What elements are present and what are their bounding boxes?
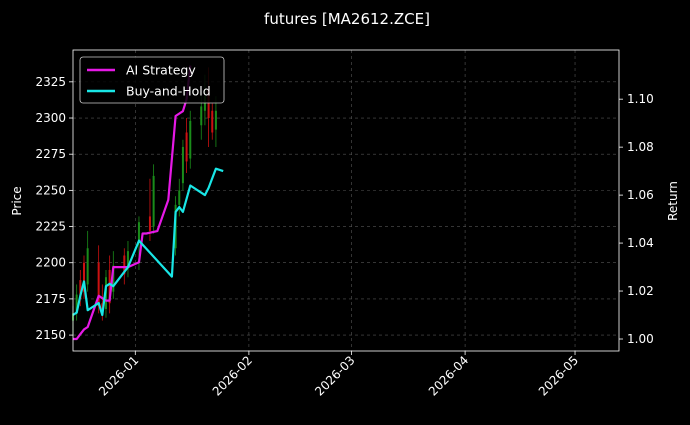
legend-label: AI Strategy	[126, 63, 196, 78]
y-left-tick-label: 2225	[35, 220, 66, 234]
candle-body	[79, 280, 82, 299]
candle-body	[211, 110, 214, 133]
candle-body	[82, 262, 86, 292]
legend: AI Strategy Buy-and-Hold	[79, 56, 225, 104]
candle-body	[97, 262, 100, 307]
chart-title: futures [MA2612.ZCE]	[264, 10, 430, 28]
candle-body	[126, 251, 129, 269]
candle-body	[189, 120, 192, 159]
y-right-tick-label: 1.06	[627, 188, 654, 202]
legend-label: Buy-and-Hold	[126, 84, 211, 99]
y-right-tick-label: 1.08	[627, 140, 654, 154]
candle-body	[178, 190, 181, 205]
y-left-tick-label: 2275	[35, 147, 66, 161]
candle-body	[86, 248, 89, 285]
candle-body	[75, 294, 78, 314]
series-line-ai-strategy	[73, 65, 192, 341]
candle-body	[214, 110, 217, 130]
candle-body	[137, 222, 140, 242]
candle-body	[152, 175, 155, 227]
y-left-tick-label: 2300	[35, 111, 66, 125]
candle-body	[108, 269, 111, 304]
series-lines	[72, 65, 224, 341]
candle-body	[185, 132, 188, 162]
y-right-axis-label: Return	[666, 181, 680, 221]
y-right-tick-label: 1.00	[627, 332, 654, 346]
candle-body	[203, 96, 206, 111]
grid-lines	[73, 50, 619, 351]
candle-body	[200, 106, 203, 126]
candle-body	[101, 303, 104, 310]
series-line-buy-and-hold	[72, 167, 224, 317]
y-left-tick-label: 2200	[35, 256, 66, 270]
candle-body	[207, 89, 210, 119]
candle-body	[112, 265, 115, 292]
candle-body	[148, 216, 151, 231]
plot-frame	[72, 49, 620, 352]
y-left-axis-label: Price	[10, 186, 24, 215]
legend-box	[79, 56, 225, 104]
y-right-tick-label: 1.02	[627, 284, 654, 298]
y-right-tick-label: 1.04	[627, 236, 654, 250]
y-right-tick-label: 1.10	[627, 92, 654, 106]
y-left-tick-label: 2150	[35, 328, 66, 342]
candle-body	[181, 146, 184, 184]
y-left-tick-label: 2175	[35, 292, 66, 306]
candle-body	[123, 255, 126, 275]
y-left-tick-label: 2250	[35, 183, 66, 197]
y-left-tick-label: 2325	[35, 75, 66, 89]
